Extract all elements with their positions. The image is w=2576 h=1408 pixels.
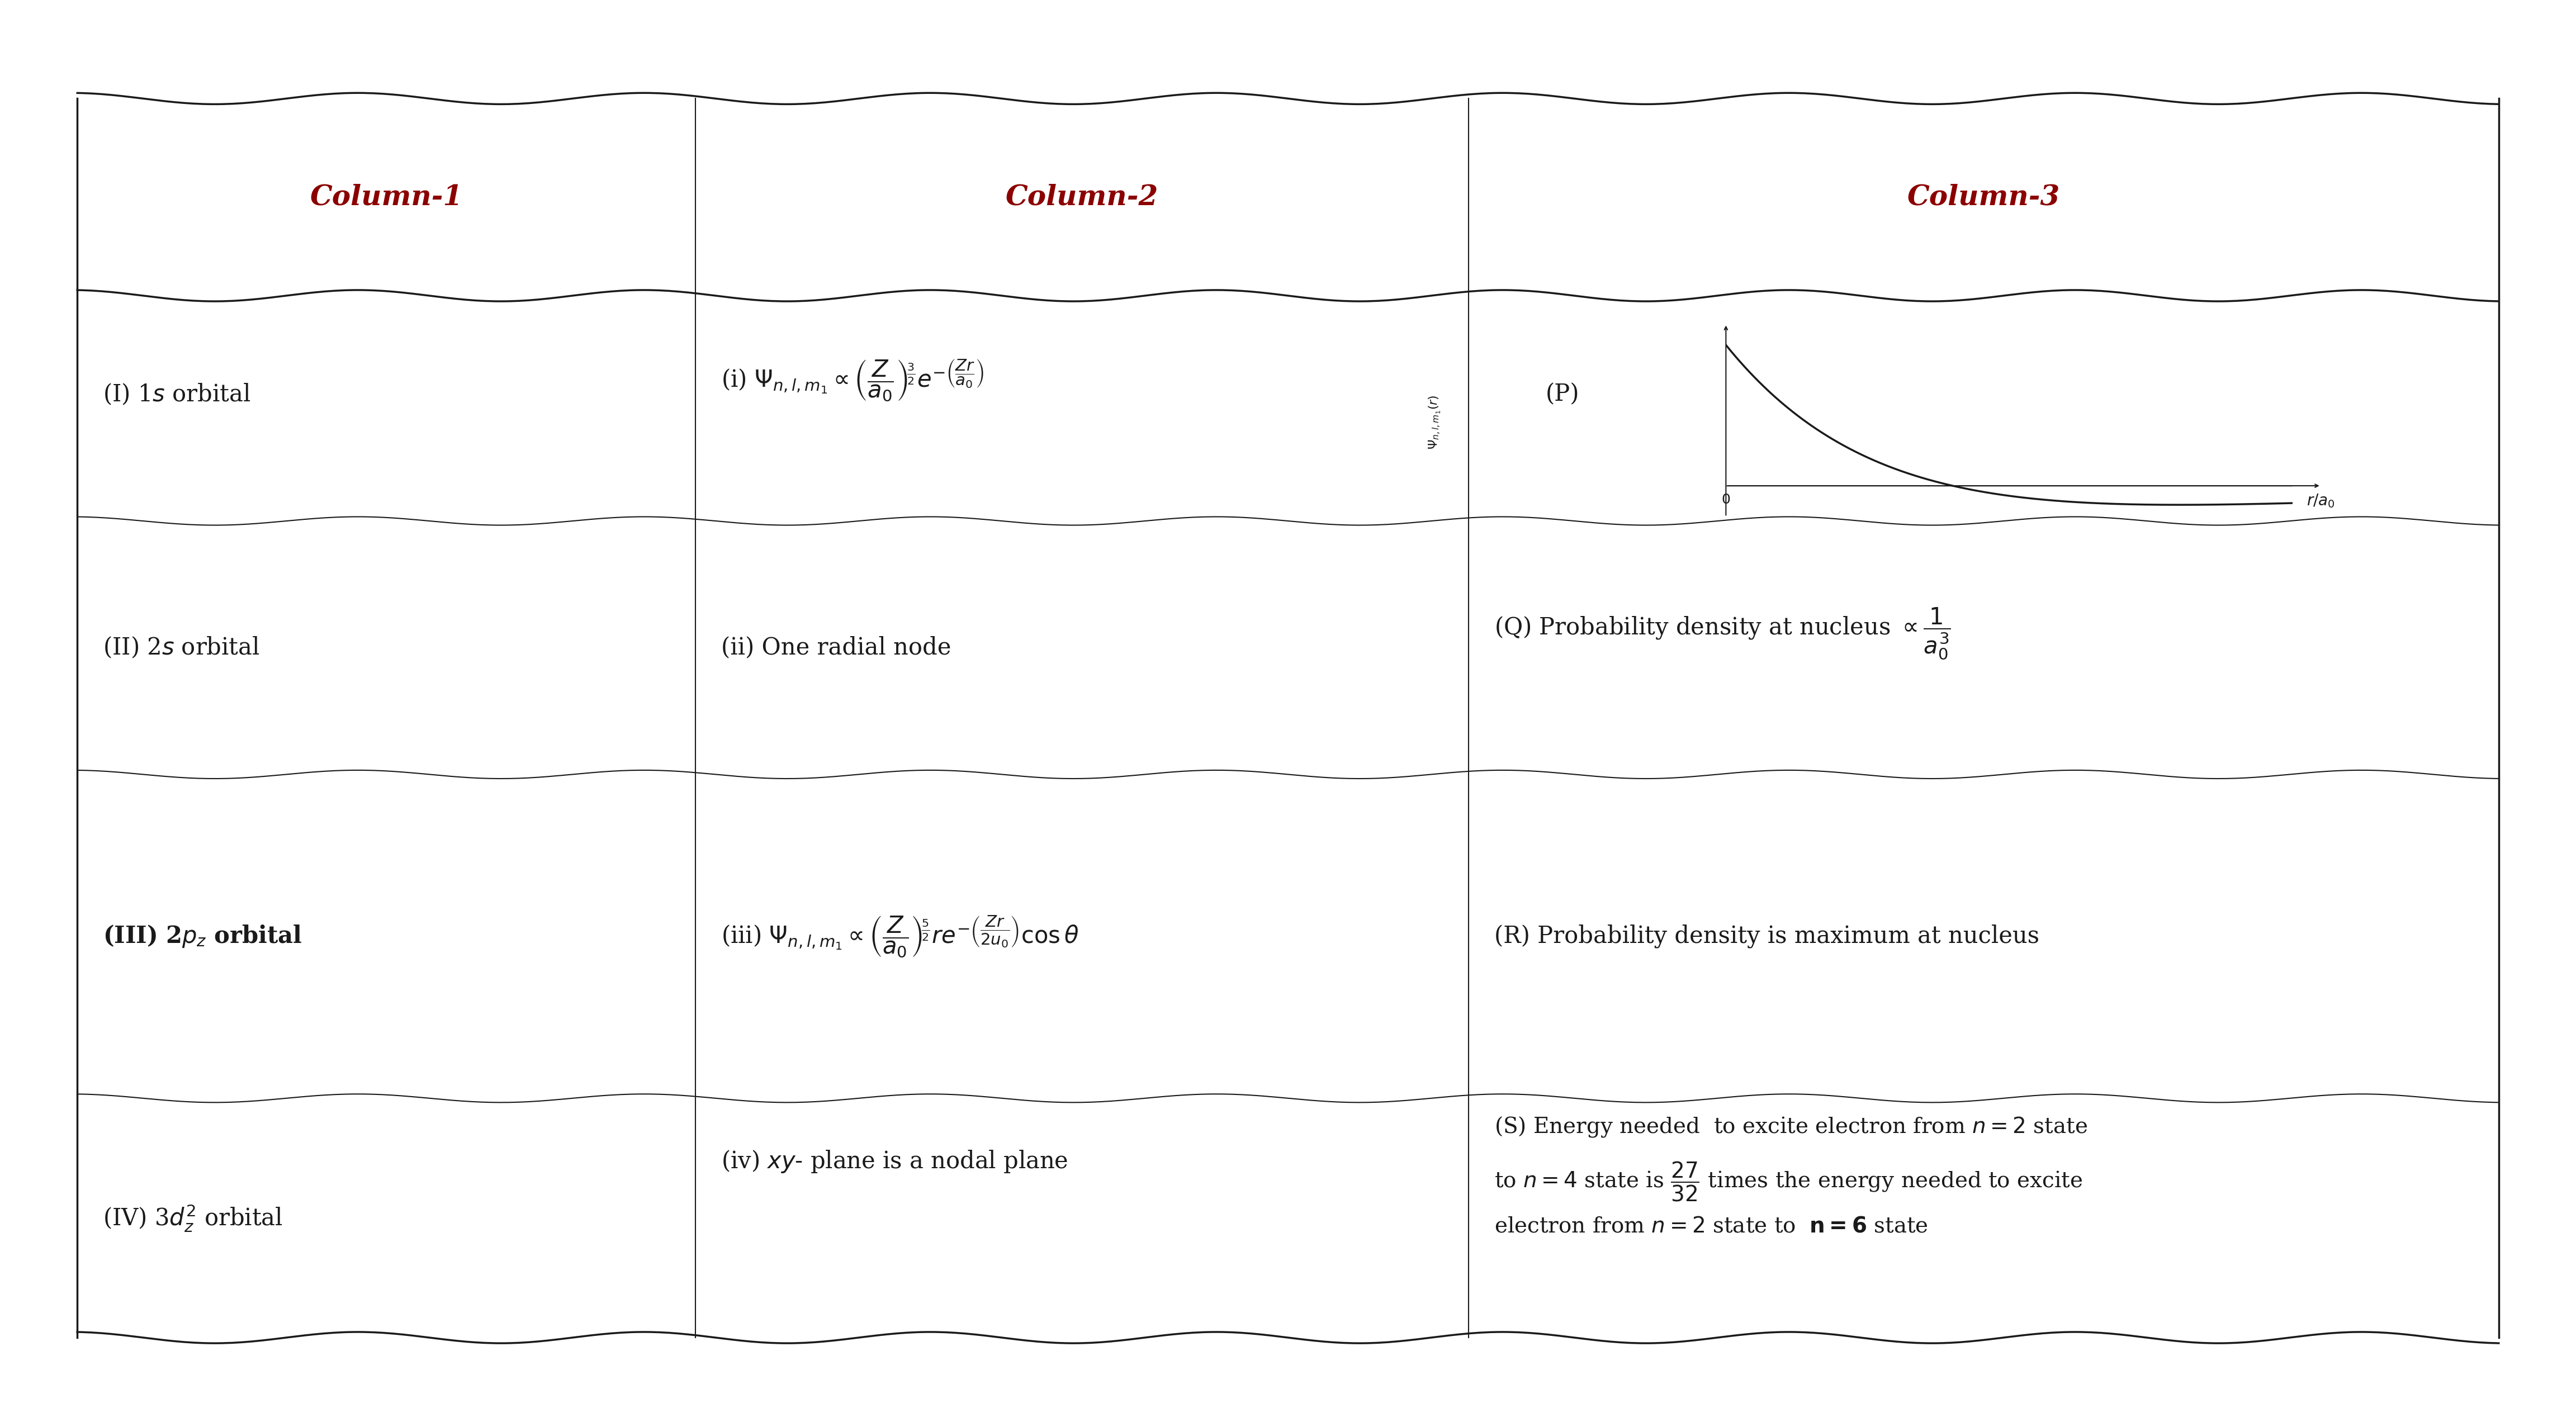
Text: (II) 2$s$ orbital: (II) 2$s$ orbital (103, 635, 260, 660)
Text: (iii) $\Psi_{n,l,m_1} \propto \left(\dfrac{Z}{a_0}\right)^{\!\frac{5}{2}} re^{-\: (iii) $\Psi_{n,l,m_1} \propto \left(\dfr… (721, 914, 1079, 959)
Text: Column-2: Column-2 (1005, 183, 1159, 211)
Text: (R) Probability density is maximum at nucleus: (R) Probability density is maximum at nu… (1494, 925, 2040, 948)
Text: (ii) One radial node: (ii) One radial node (721, 636, 951, 659)
Text: Column-3: Column-3 (1906, 183, 2061, 211)
Text: (I) 1$s$ orbital: (I) 1$s$ orbital (103, 382, 250, 407)
Text: (S) Energy needed  to excite electron from $n = 2$ state
to $n = 4$ state is $\d: (S) Energy needed to excite electron fro… (1494, 1115, 2087, 1236)
Text: (Q) Probability density at nucleus $\propto \dfrac{1}{a_0^3}$: (Q) Probability density at nucleus $\pro… (1494, 607, 1950, 660)
Text: 0: 0 (1721, 493, 1731, 507)
Text: (IV) 3$d_z^2$ orbital: (IV) 3$d_z^2$ orbital (103, 1202, 283, 1233)
Text: $\Psi_{n,l,m_1}(r)$: $\Psi_{n,l,m_1}(r)$ (1427, 396, 1443, 449)
Text: (III) 2$p_z$ orbital: (III) 2$p_z$ orbital (103, 924, 301, 949)
Text: (P): (P) (1546, 383, 1579, 406)
Text: (i) $\Psi_{n,l,m_1} \propto \left(\dfrac{Z}{a_0}\right)^{\!\frac{3}{2}} e^{-\lef: (i) $\Psi_{n,l,m_1} \propto \left(\dfrac… (721, 358, 984, 403)
Text: Column-1: Column-1 (309, 183, 464, 211)
Text: (iv) $xy$- plane is a nodal plane: (iv) $xy$- plane is a nodal plane (721, 1149, 1069, 1174)
Text: $r/a_0$: $r/a_0$ (2306, 493, 2336, 510)
